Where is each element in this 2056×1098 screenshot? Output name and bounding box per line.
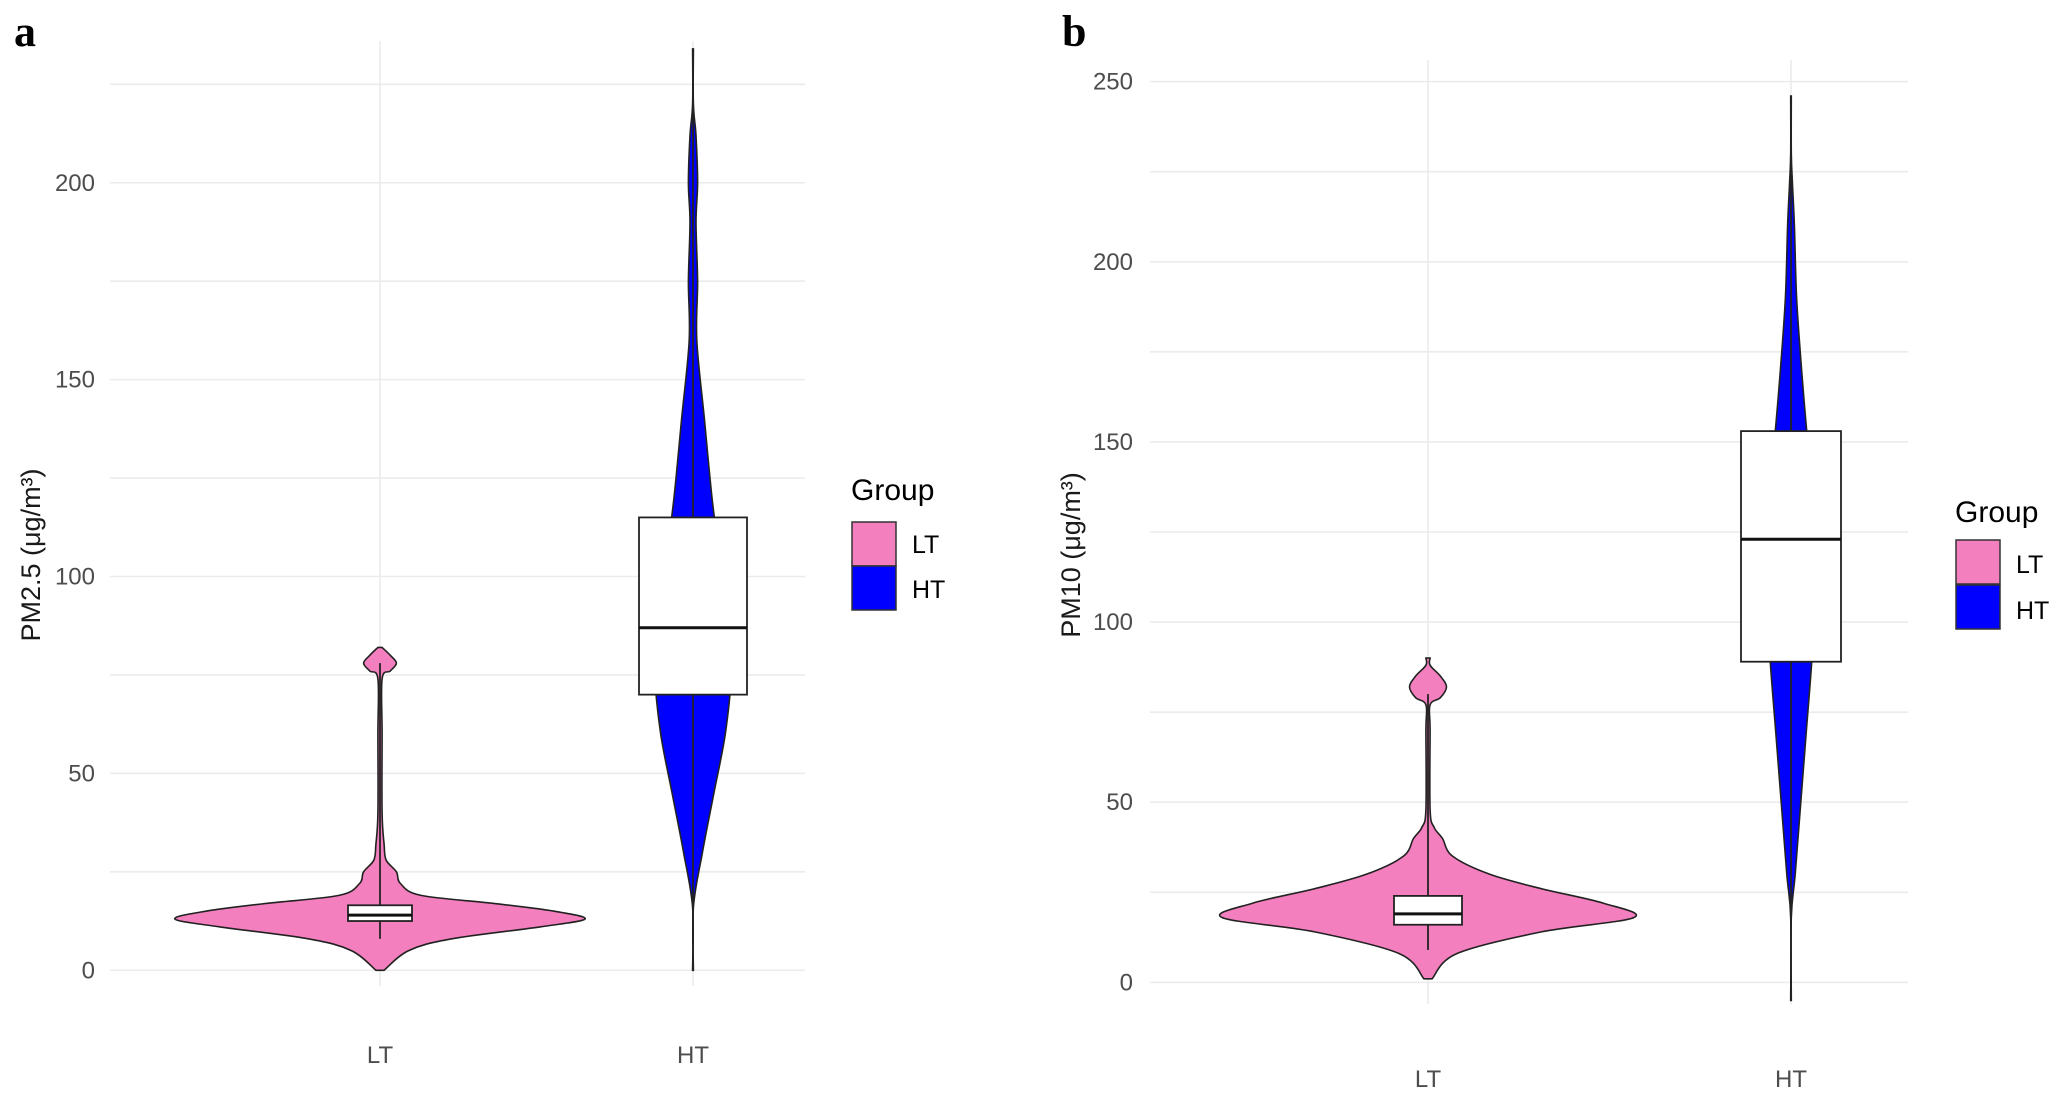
x-tick-label-lt: LT (1415, 1066, 1442, 1093)
y-tick-label: 0 (1120, 969, 1133, 996)
panel-b-letter: b (1062, 7, 1086, 56)
panel-a-y-ticks: 0 50 100 150 200 (55, 170, 95, 985)
panel-b-x-ticks: LT HT (1415, 1066, 1807, 1093)
x-tick-label-ht: HT (1775, 1066, 1807, 1093)
panel-b-legend-label-ht: HT (2016, 597, 2049, 625)
panel-b-violins (1218, 95, 1842, 1002)
x-tick-label-ht: HT (677, 1042, 709, 1069)
y-tick-label: 200 (55, 170, 95, 197)
y-tick-label: 150 (1093, 429, 1133, 456)
panel-a-legend-label-ht: HT (912, 576, 945, 604)
panel-a-y-axis-title: PM2.5 (μg/m³) (16, 468, 46, 641)
panel-b-legend-title: Group (1955, 496, 2038, 529)
x-tick-label-lt: LT (367, 1042, 394, 1069)
box-lt (1393, 895, 1463, 926)
panel-a-legend-key-lt (851, 521, 897, 567)
panel-a-letter: a (14, 7, 36, 56)
y-tick-label: 200 (1093, 249, 1133, 276)
box-ht (638, 516, 748, 696)
y-tick-label: 50 (68, 760, 95, 787)
y-tick-label: 100 (1093, 609, 1133, 636)
y-tick-label: 100 (55, 564, 95, 591)
panel-a: a 0 50 100 150 200 LT HT PM2.5 (μg/m³) Group … (14, 7, 945, 1069)
panel-a-legend: Group LT HT (851, 474, 945, 611)
panel-b-legend-key-lt (1955, 539, 2001, 585)
panel-a-legend-key-ht (851, 565, 897, 611)
panel-b: b 0 50 100 150 200 250 LT HT PM10 (μg/m³) Grou… (1056, 7, 2049, 1093)
panel-a-x-ticks: LT HT (367, 1042, 709, 1069)
y-tick-label: 50 (1106, 789, 1133, 816)
panel-a-violins (174, 48, 748, 972)
y-tick-label: 0 (82, 957, 95, 984)
box-ht (1740, 430, 1842, 663)
panel-b-y-axis-title: PM10 (μg/m³) (1056, 472, 1086, 638)
panel-b-legend-key-ht (1955, 584, 2001, 630)
y-tick-label: 250 (1093, 69, 1133, 96)
panel-b-legend: Group LT HT (1955, 496, 2049, 630)
panel-b-legend-label-lt: LT (2016, 551, 2043, 579)
box-lt (347, 904, 413, 922)
y-tick-label: 150 (55, 367, 95, 394)
panel-a-legend-label-lt: LT (912, 531, 939, 559)
panel-a-legend-title: Group (851, 474, 934, 507)
panel-b-y-ticks: 0 50 100 150 200 250 (1093, 69, 1133, 997)
